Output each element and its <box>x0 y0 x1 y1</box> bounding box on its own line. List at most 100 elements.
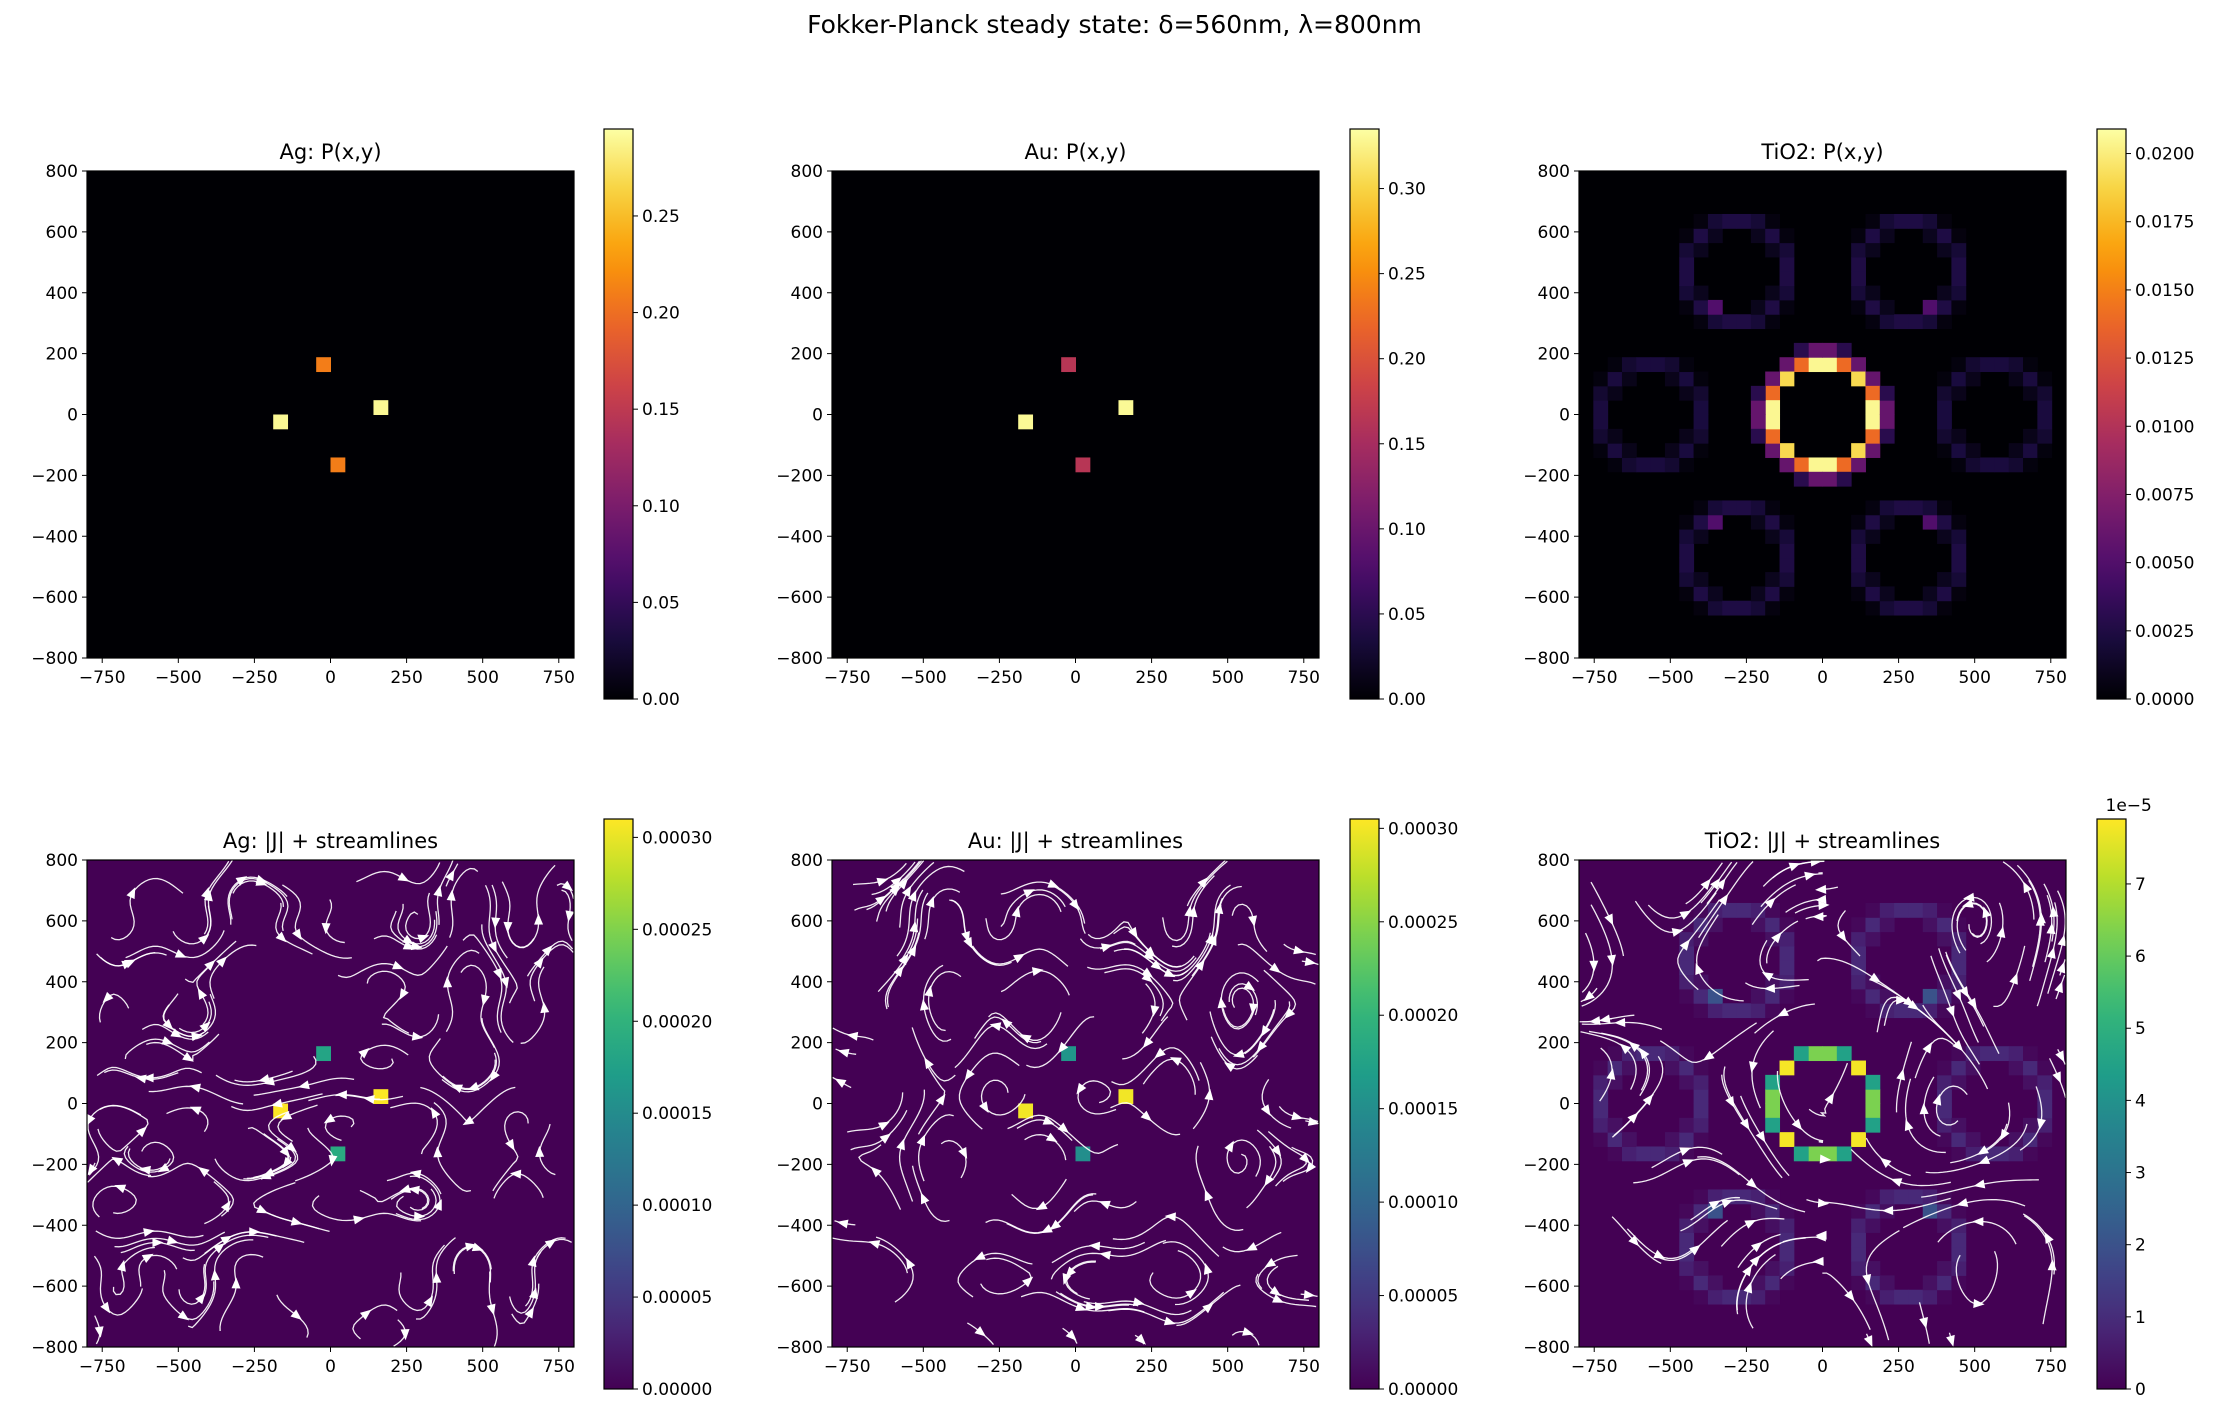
heatmap-cell <box>2037 414 2053 430</box>
streamline-arrow <box>189 1106 202 1115</box>
streamline-arrow <box>1076 1082 1087 1095</box>
heatmap-cell <box>1607 1046 1623 1062</box>
heatmap-cell <box>1922 1289 1938 1305</box>
streamline-arrow <box>231 1277 241 1289</box>
heatmap-cell <box>1707 586 1723 602</box>
heatmap-cell <box>1851 931 1866 947</box>
heatmap-cell <box>1980 1046 1995 1062</box>
heatmap-cell <box>1951 428 1967 444</box>
streamline-arrow <box>1814 1232 1826 1242</box>
heatmap-cell <box>1779 357 1795 373</box>
heatmap-cell <box>1965 443 1981 458</box>
heatmap-cell <box>2037 371 2053 387</box>
heatmap-cell <box>1851 242 1866 258</box>
y-tick-label: 800 <box>46 162 78 182</box>
streamline-arrow <box>1973 1179 1986 1189</box>
colorbar-tick-label: 0.0075 <box>2135 485 2194 505</box>
streamline-arrow <box>834 1078 847 1088</box>
heatmap-cell <box>1951 285 1967 301</box>
heatmap-cell <box>1679 514 1695 530</box>
y-tick-label: 600 <box>791 223 823 243</box>
streamline-arrow <box>1604 913 1614 926</box>
heatmap-cell <box>1736 1003 1752 1019</box>
streamline-arrow <box>1142 1036 1154 1049</box>
heatmap-cell <box>2037 1060 2053 1076</box>
streamline-arrow <box>1042 1116 1055 1125</box>
y-tick-label: 200 <box>791 345 823 365</box>
x-tick-label: 0 <box>1070 1357 1081 1377</box>
y-tick-label: 600 <box>46 912 78 932</box>
heatmap-cell <box>1951 1232 1967 1248</box>
heatmap-cell <box>1937 572 1952 587</box>
heatmap-cell <box>1937 371 1952 387</box>
heatmap-cell <box>1894 1003 1909 1019</box>
streamline-arrow <box>1242 1327 1254 1336</box>
heatmap-cell <box>1965 371 1981 387</box>
streamline-arrow <box>1763 983 1776 993</box>
colorbar-tick-label: 0.0100 <box>2135 417 2194 437</box>
streamline-arrow <box>1639 1047 1650 1060</box>
y-tick-label: −800 <box>31 649 78 669</box>
heatmap-cell <box>1836 357 1852 373</box>
heatmap-cell <box>1865 1289 1881 1305</box>
streamline-arrow <box>1982 906 1992 919</box>
heatmap-cell <box>1736 902 1752 918</box>
heatmap-cell <box>1607 443 1623 458</box>
streamline-arrow <box>1188 905 1198 918</box>
heatmap-cell <box>1750 1289 1766 1305</box>
figure-title: Fokker-Planck steady state: δ=560nm, λ=8… <box>807 10 1422 39</box>
heatmap-cell <box>1937 428 1952 444</box>
colorbar-tick-label: 0.00015 <box>1388 1100 1458 1120</box>
streamline-arrow <box>1818 901 1830 911</box>
streamline-arrow <box>1679 939 1690 951</box>
streamline-arrow <box>1197 877 1209 889</box>
heatmap-cell <box>1879 988 1895 1004</box>
streamline-arrow <box>220 1235 233 1246</box>
heatmap-cell <box>1707 1003 1723 1019</box>
streamline-arrow <box>481 994 490 1006</box>
streamline-arrow <box>162 1019 174 1031</box>
streamline-arrow <box>488 941 497 953</box>
streamline-arrow <box>836 1219 849 1229</box>
streamline-arrow <box>1150 959 1163 971</box>
streamline-arrow <box>1013 953 1025 964</box>
streamline-arrow <box>1163 1316 1176 1326</box>
streamline-arrow <box>135 1126 148 1138</box>
heatmap-cell <box>1922 299 1938 315</box>
heatmap-cell <box>1937 1275 1952 1291</box>
streamline-arrow <box>541 945 553 957</box>
heatmap-cell <box>1879 1189 1895 1205</box>
heatmap-cell <box>1951 1218 1967 1233</box>
streamline-arrow <box>1896 1068 1906 1081</box>
streamline-arrow <box>1045 1132 1058 1143</box>
heatmap-cell <box>1937 1074 1952 1090</box>
x-tick-label: −500 <box>900 668 947 688</box>
streamline-arrow <box>1952 989 1962 1001</box>
streamline-arrow <box>1140 1110 1152 1122</box>
x-tick-label: 750 <box>1288 1357 1320 1377</box>
streamline-arrow <box>1890 1178 1903 1187</box>
heatmap-cell <box>1722 902 1738 918</box>
streamline-arrow <box>1764 897 1776 909</box>
heatmap-cell <box>1693 1218 1709 1233</box>
streamline-arrow <box>1725 1095 1735 1108</box>
streamline-arrow <box>907 889 917 902</box>
heatmap-cell <box>1693 1060 1709 1076</box>
streamline-arrow <box>1695 963 1704 975</box>
heatmap-cell <box>1664 443 1680 458</box>
heatmap-cell <box>1693 400 1709 415</box>
heatmap-cell <box>2023 1132 2038 1147</box>
x-tick-label: 250 <box>390 1357 422 1377</box>
heatmap-cell <box>1707 1275 1723 1291</box>
x-tick-label: 0 <box>325 1357 336 1377</box>
heatmap-cell <box>316 1046 331 1062</box>
subplot-title: Ag: |J| + streamlines <box>223 829 438 854</box>
heatmap-cell <box>2037 1132 2053 1147</box>
heatmap-cell <box>1779 242 1795 258</box>
streamline-arrow <box>1919 1317 1928 1329</box>
heatmap-cell <box>1018 1103 1034 1119</box>
colorbar-tick-label: 0.00015 <box>642 1104 712 1124</box>
heatmap-cell <box>1879 299 1895 315</box>
colorbar-tick-label: 0.00030 <box>1388 819 1458 839</box>
